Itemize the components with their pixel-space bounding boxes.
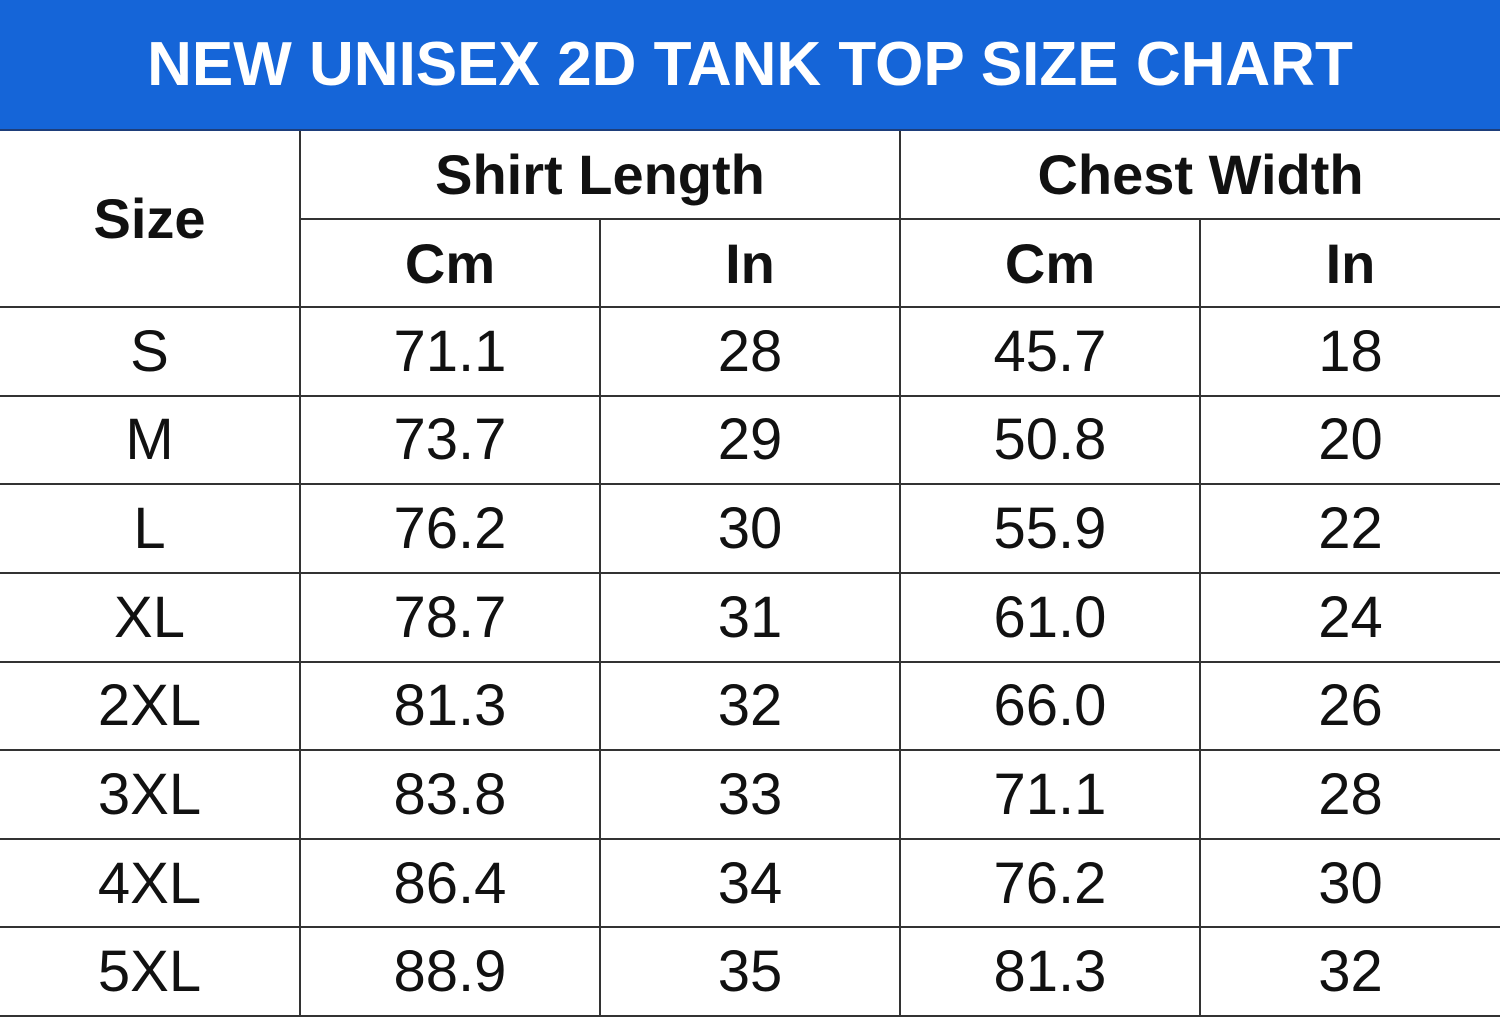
chest-cm-cell: 61.0	[899, 571, 1201, 663]
table-row: S 71.1 28 45.7 18	[0, 307, 1500, 397]
table-row: 4XL 86.4 34 76.2 30	[0, 837, 1500, 929]
length-cm-cell: 73.7	[299, 394, 601, 486]
header-length-cm: Cm	[300, 218, 601, 308]
length-in-cell: 31	[599, 571, 901, 663]
length-in-cell: 29	[599, 394, 901, 486]
size-cell: 4XL	[0, 837, 301, 929]
chest-cm-cell: 50.8	[899, 394, 1201, 486]
chest-cm-cell: 66.0	[899, 660, 1201, 752]
size-cell: 5XL	[0, 926, 301, 1017]
length-in-cell: 30	[599, 483, 901, 574]
table-row: 5XL 88.9 35 81.3 32	[0, 926, 1500, 1017]
length-in-cell: 33	[599, 749, 901, 840]
header-chest-cm: Cm	[899, 218, 1201, 308]
chest-in-cell: 30	[1198, 837, 1500, 929]
chest-in-cell: 24	[1198, 571, 1500, 663]
length-cm-cell: 88.9	[299, 926, 601, 1017]
length-in-cell: 32	[599, 660, 901, 752]
table-row: 2XL 81.3 32 66.0 26	[0, 660, 1500, 752]
chest-in-cell: 22	[1198, 483, 1500, 574]
header-chest-in: In	[1198, 218, 1500, 308]
length-cm-cell: 86.4	[299, 837, 601, 929]
chest-in-cell: 18	[1198, 307, 1500, 397]
header-row-units: Cm In Cm In	[0, 218, 1500, 308]
size-cell: 2XL	[0, 660, 301, 752]
chest-in-cell: 32	[1198, 926, 1500, 1017]
chest-cm-cell: 45.7	[899, 307, 1201, 397]
length-in-cell: 28	[599, 307, 901, 397]
chest-in-cell: 28	[1198, 749, 1500, 840]
header-length-in: In	[599, 218, 901, 308]
length-cm-cell: 78.7	[299, 571, 601, 663]
length-cm-cell: 83.8	[299, 749, 601, 840]
chest-in-cell: 20	[1198, 394, 1500, 486]
table-row: 3XL 83.8 33 71.1 28	[0, 749, 1500, 840]
chest-cm-cell: 55.9	[899, 483, 1201, 574]
chest-cm-cell: 71.1	[899, 749, 1201, 840]
size-cell: XL	[0, 571, 301, 663]
size-cell: S	[0, 307, 301, 397]
header-row-groups: Size Shirt Length Chest Width	[0, 131, 1500, 308]
length-cm-cell: 76.2	[299, 483, 601, 574]
header-chest-width: Chest Width	[898, 131, 1500, 220]
header-shirt-length: Shirt Length	[299, 131, 901, 220]
title-bar: NEW UNISEX 2D TANK TOP SIZE CHART	[0, 0, 1500, 131]
size-table: Size Shirt Length Chest Width Cm In Cm I…	[0, 131, 1500, 1017]
table-row: M 73.7 29 50.8 20	[0, 394, 1500, 486]
length-cm-cell: 71.1	[299, 307, 601, 397]
length-in-cell: 34	[599, 837, 901, 929]
size-cell: M	[0, 394, 301, 486]
length-in-cell: 35	[599, 926, 901, 1017]
length-cm-cell: 81.3	[299, 660, 601, 752]
table-body: S 71.1 28 45.7 18 M 73.7 29 50.8 20 L 76.2 30 55.9 22 X…	[0, 307, 1500, 1017]
page-title: NEW UNISEX 2D TANK TOP SIZE CHART	[147, 30, 1353, 99]
table-row: XL 78.7 31 61.0 24	[0, 571, 1500, 663]
table-row: L 76.2 30 55.9 22	[0, 483, 1500, 574]
chest-cm-cell: 76.2	[899, 837, 1201, 929]
size-cell: L	[0, 483, 301, 574]
chest-in-cell: 26	[1198, 660, 1500, 752]
size-cell: 3XL	[0, 749, 301, 840]
chest-cm-cell: 81.3	[899, 926, 1201, 1017]
header-size: Size	[0, 131, 301, 308]
